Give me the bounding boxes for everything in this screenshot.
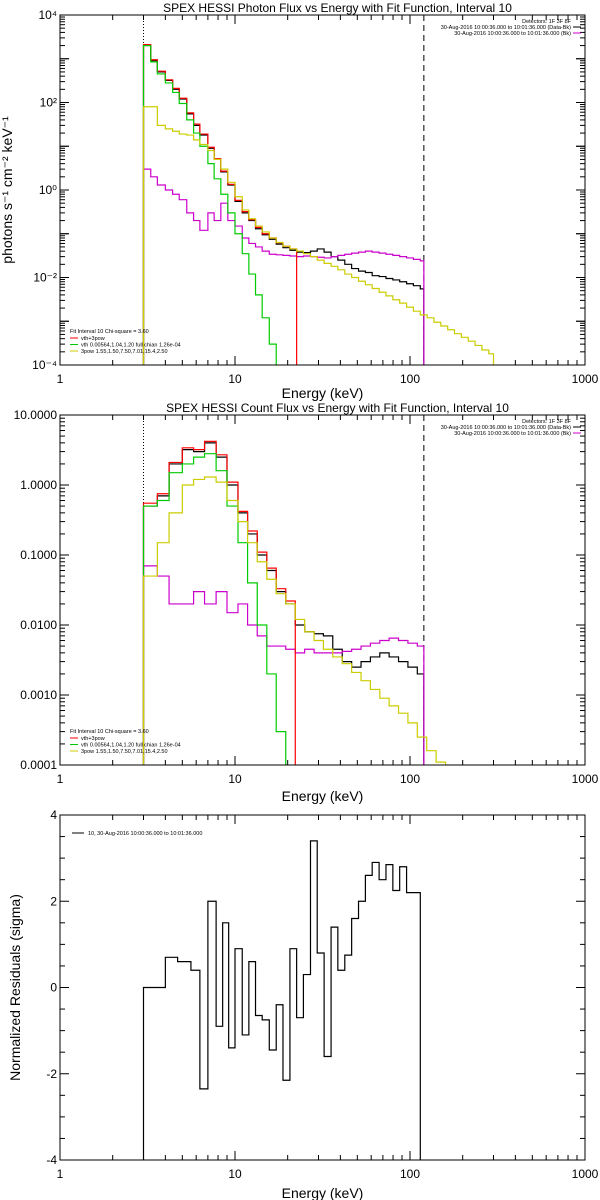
legend-label: vth+3pow <box>81 336 105 342</box>
y-tick-label: 10.0000 <box>14 408 58 422</box>
x-tick-label: 10 <box>228 772 242 786</box>
y-tick-label: 0.0100 <box>20 618 57 632</box>
y-tick-label: 0.0001 <box>20 758 57 772</box>
y-tick-label: -4 <box>46 1153 57 1167</box>
series-10-30-aug-2016-10-00-36-000-to-10-01-36-000 <box>142 840 421 1160</box>
y-tick-label: 10² <box>40 96 57 110</box>
info-line: 30-Aug-2016 10:00:36.000 to 10:01:36.000… <box>441 425 571 431</box>
chart-panel-1: 1 10 100 1000 10⁻⁴ 10⁻² 10⁰ 10² 10⁴ SPEX HESSI Ph… <box>0 1 599 401</box>
chart-title: SPEX HESSI Count Flux vs Energy with Fit… <box>166 401 509 415</box>
series-3pow <box>142 476 456 765</box>
y-tick-label: 0.0010 <box>20 688 57 702</box>
info-line: 30-Aug-2016 10:00:36.000 to 10:01:36.000… <box>441 25 571 31</box>
x-tick-label: 100 <box>400 372 420 386</box>
series-vth <box>142 44 284 365</box>
series-bk <box>142 565 425 765</box>
plot-frame <box>59 814 586 1161</box>
info-line: Detectors: 1F 3F 8F <box>522 419 572 425</box>
x-axis-label: Energy (keV) <box>282 1185 364 1200</box>
y-tick-label: 10⁴ <box>38 8 57 22</box>
legend-header: Fit Interval 10 Chi-square = 3.60 <box>70 729 149 735</box>
legend-header: Fit Interval 10 Chi-square = 3.60 <box>70 329 149 335</box>
legend-label: 3pow 1.55,1.50,7.50,7.01,15.4,2.50 <box>81 749 168 755</box>
info-line: Detectors: 1F 3F 8F <box>522 19 572 25</box>
x-tick-label: 1 <box>57 1167 64 1181</box>
x-tick-label: 1000 <box>572 1167 599 1181</box>
y-tick-label: 2 <box>50 894 57 908</box>
legend-label: vth 0.00564,1.04,1.20 full chian 1.26e-0… <box>81 343 181 349</box>
series-vth <box>142 453 287 765</box>
x-tick-label: 1000 <box>572 772 599 786</box>
x-tick-label: 10 <box>228 372 242 386</box>
x-tick-label: 100 <box>400 1167 420 1181</box>
y-tick-label: -2 <box>46 1067 57 1081</box>
legend-label: vth+3pow <box>81 736 105 742</box>
chart-panel-3: 1 10 100 1000 -4 -2 0 2 4 Energy (keV) Normalized … <box>7 808 599 1200</box>
y-axis-label: Normalized Residuals (sigma) <box>7 894 23 1081</box>
series-vth-3pow <box>142 440 296 765</box>
x-tick-label: 10 <box>228 1167 242 1181</box>
y-tick-label: 10⁻² <box>33 271 57 285</box>
chart-panel-2: 1 10 100 1000 0.0001 0.0010 0.0100 0.1000 1.0000… <box>14 401 599 804</box>
plot-frame <box>59 414 586 766</box>
y-tick-label: 0 <box>50 981 57 995</box>
x-tick-label: 100 <box>400 772 420 786</box>
x-tick-label: 1 <box>57 372 64 386</box>
series-data-bk <box>142 44 425 365</box>
legend-label: 10, 30-Aug-2016 10:00:36.000 to 10:01:36… <box>88 831 202 837</box>
y-tick-label: 1.0000 <box>20 478 57 492</box>
y-tick-label: 10⁻⁴ <box>32 358 57 372</box>
x-axis-label: Energy (keV) <box>282 385 364 401</box>
y-tick-label: 10⁰ <box>39 183 57 197</box>
info-line: 30-Aug-2016 10:00:36.000 to 10:01:36.000… <box>454 31 571 37</box>
chart-title: SPEX HESSI Photon Flux vs Energy with Fi… <box>163 1 512 15</box>
series-bk <box>142 168 425 365</box>
legend-label: vth 0.00564,1.04,1.20 full chian 1.26e-0… <box>81 743 181 749</box>
x-axis-label: Energy (keV) <box>282 788 364 804</box>
series-3pow <box>142 106 495 365</box>
info-line: 30-Aug-2016 10:00:36.000 to 10:01:36.000… <box>454 431 571 437</box>
y-axis-label: photons s⁻¹ cm⁻² keV⁻¹ <box>0 116 15 264</box>
y-tick-label: 0.1000 <box>20 548 57 562</box>
x-tick-label: 1 <box>57 772 64 786</box>
legend-label: 3pow 1.55,1.50,7.50,7.01,15.4,2.50 <box>81 349 168 355</box>
series-vth-3pow <box>142 44 298 365</box>
y-tick-label: 4 <box>50 808 57 822</box>
plot-frame <box>59 14 586 366</box>
x-tick-label: 1000 <box>572 372 599 386</box>
